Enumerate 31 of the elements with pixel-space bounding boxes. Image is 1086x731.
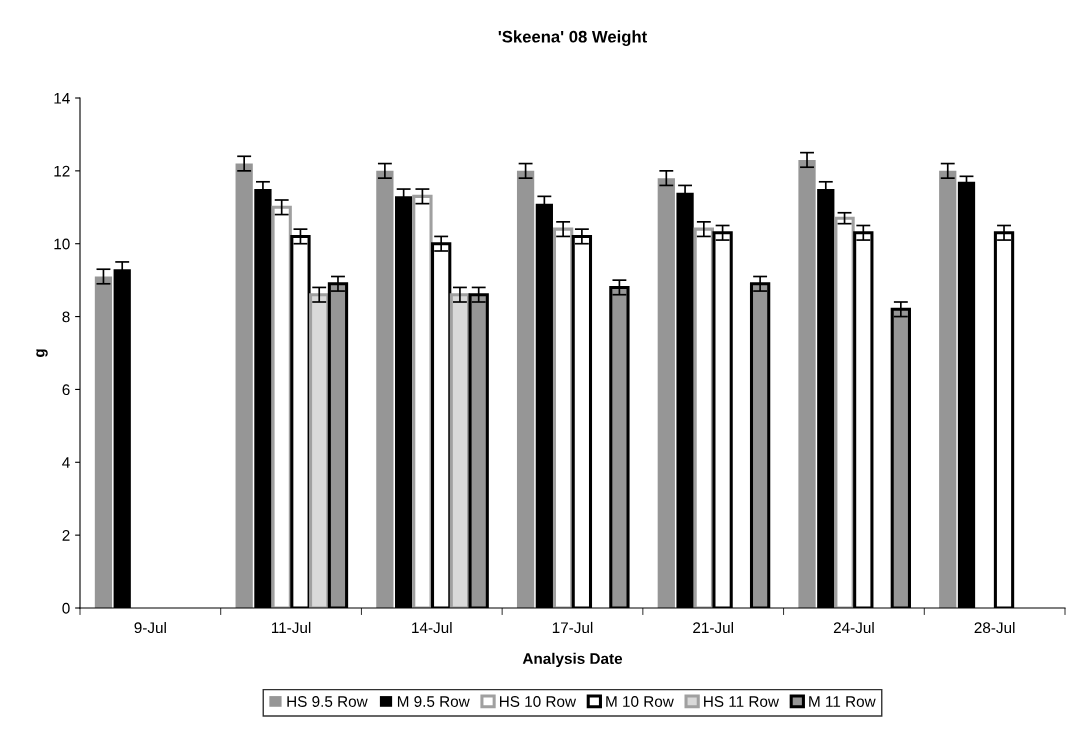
x-tick-label: 11-Jul — [272, 621, 311, 634]
y-tick-label: 8 — [62, 311, 70, 323]
x-tick-label: 28-Jul — [974, 621, 1015, 634]
y-tick-label: 0 — [62, 602, 70, 614]
legend-label: HS 10 Row — [500, 696, 577, 707]
bar — [516, 170, 535, 608]
y-tick-label: 4 — [62, 457, 70, 468]
legend-label: M 10 Row — [606, 696, 674, 707]
bar — [657, 178, 675, 608]
bar — [939, 170, 957, 608]
legend-label: M 9.5 Row — [397, 696, 470, 707]
chart-title: 'Skeena' 08 Weight — [498, 30, 647, 46]
bar — [798, 159, 816, 608]
x-tick-label: 9-Jul — [134, 621, 166, 634]
y-tick-label: 10 — [54, 238, 70, 250]
x-tick-label: 14-Jul — [412, 621, 452, 634]
bar — [235, 163, 253, 608]
y-tick-label: 12 — [54, 165, 70, 177]
x-tick-label: 24-Jul — [833, 621, 874, 634]
bar — [376, 170, 394, 608]
legend-label: HS 9.5 Row — [287, 696, 368, 707]
y-tick-label: 6 — [62, 384, 70, 396]
x-tick-label: 21-Jul — [693, 621, 733, 634]
bar — [94, 276, 113, 608]
legend-label: HS 11 Row — [704, 696, 780, 707]
x-axis-title: Analysis Date — [522, 652, 623, 668]
legend-label: M 11 Row — [809, 696, 876, 707]
y-tick-label: 2 — [62, 530, 70, 541]
y-axis-title: g — [36, 349, 48, 358]
y-tick-label: 14 — [54, 93, 70, 104]
x-tick-label: 17-Jul — [552, 621, 593, 634]
